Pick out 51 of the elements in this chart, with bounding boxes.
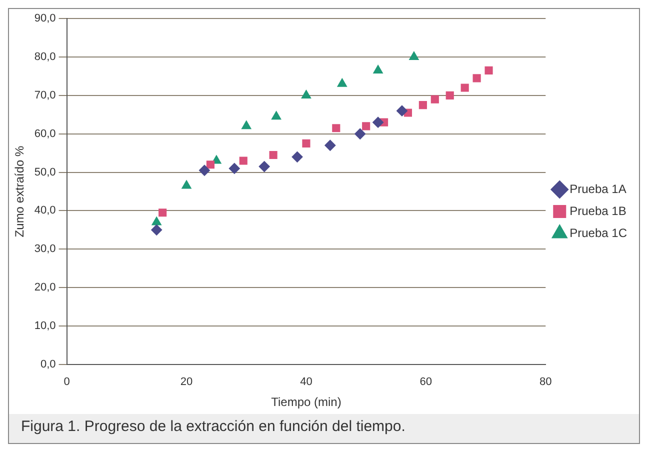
point	[409, 52, 419, 60]
point	[372, 116, 384, 128]
point	[158, 208, 167, 217]
x-tick-label: 40	[300, 376, 312, 388]
y-tick-label: 90,0	[34, 12, 56, 25]
y-tick-label: 0,0	[40, 358, 56, 370]
point	[152, 216, 162, 226]
point	[460, 84, 469, 92]
point	[228, 162, 240, 174]
point	[430, 95, 439, 104]
point	[354, 128, 366, 140]
legend-label: Prueba 1B	[570, 204, 626, 218]
point	[337, 78, 347, 87]
y-tick-label: 80,0	[34, 51, 56, 64]
legend-label: Prueba 1C	[570, 226, 628, 240]
point	[418, 101, 427, 110]
point	[332, 124, 340, 132]
y-tick-label: 50,0	[34, 166, 56, 178]
point	[242, 120, 252, 130]
legend-label: Prueba 1A	[570, 182, 626, 196]
point	[206, 160, 214, 169]
point	[324, 140, 336, 151]
y-tick-label: 70,0	[34, 89, 56, 102]
point	[151, 224, 162, 236]
y-tick-label: 40,0	[34, 204, 56, 217]
point	[239, 156, 248, 165]
point	[362, 122, 370, 130]
x-axis-title: Tiempo (min)	[271, 395, 342, 410]
point	[373, 64, 383, 74]
point	[301, 90, 312, 98]
point	[302, 139, 310, 148]
y-tick-label: 10,0	[34, 320, 56, 332]
y-tick-label: 60,0	[34, 128, 56, 140]
point	[472, 74, 481, 82]
x-tick-label: 80	[540, 376, 552, 388]
point	[269, 150, 278, 160]
point	[258, 161, 270, 172]
y-axis-title: Zumo extraído %	[12, 145, 27, 238]
point	[396, 105, 408, 116]
x-tick-label: 20	[180, 376, 193, 388]
y-tick-label: 20,0	[34, 282, 56, 294]
point	[484, 66, 493, 75]
point	[292, 151, 303, 162]
x-tick-label: 60	[420, 376, 432, 388]
point	[198, 164, 210, 176]
point	[182, 180, 192, 189]
x-tick-label: 0	[64, 376, 70, 388]
y-tick-label: 30,0	[34, 243, 56, 256]
text: Figura 1. Progreso de la extracción en función del tiempo.	[9, 414, 639, 443]
point	[271, 111, 282, 120]
point	[446, 91, 454, 100]
